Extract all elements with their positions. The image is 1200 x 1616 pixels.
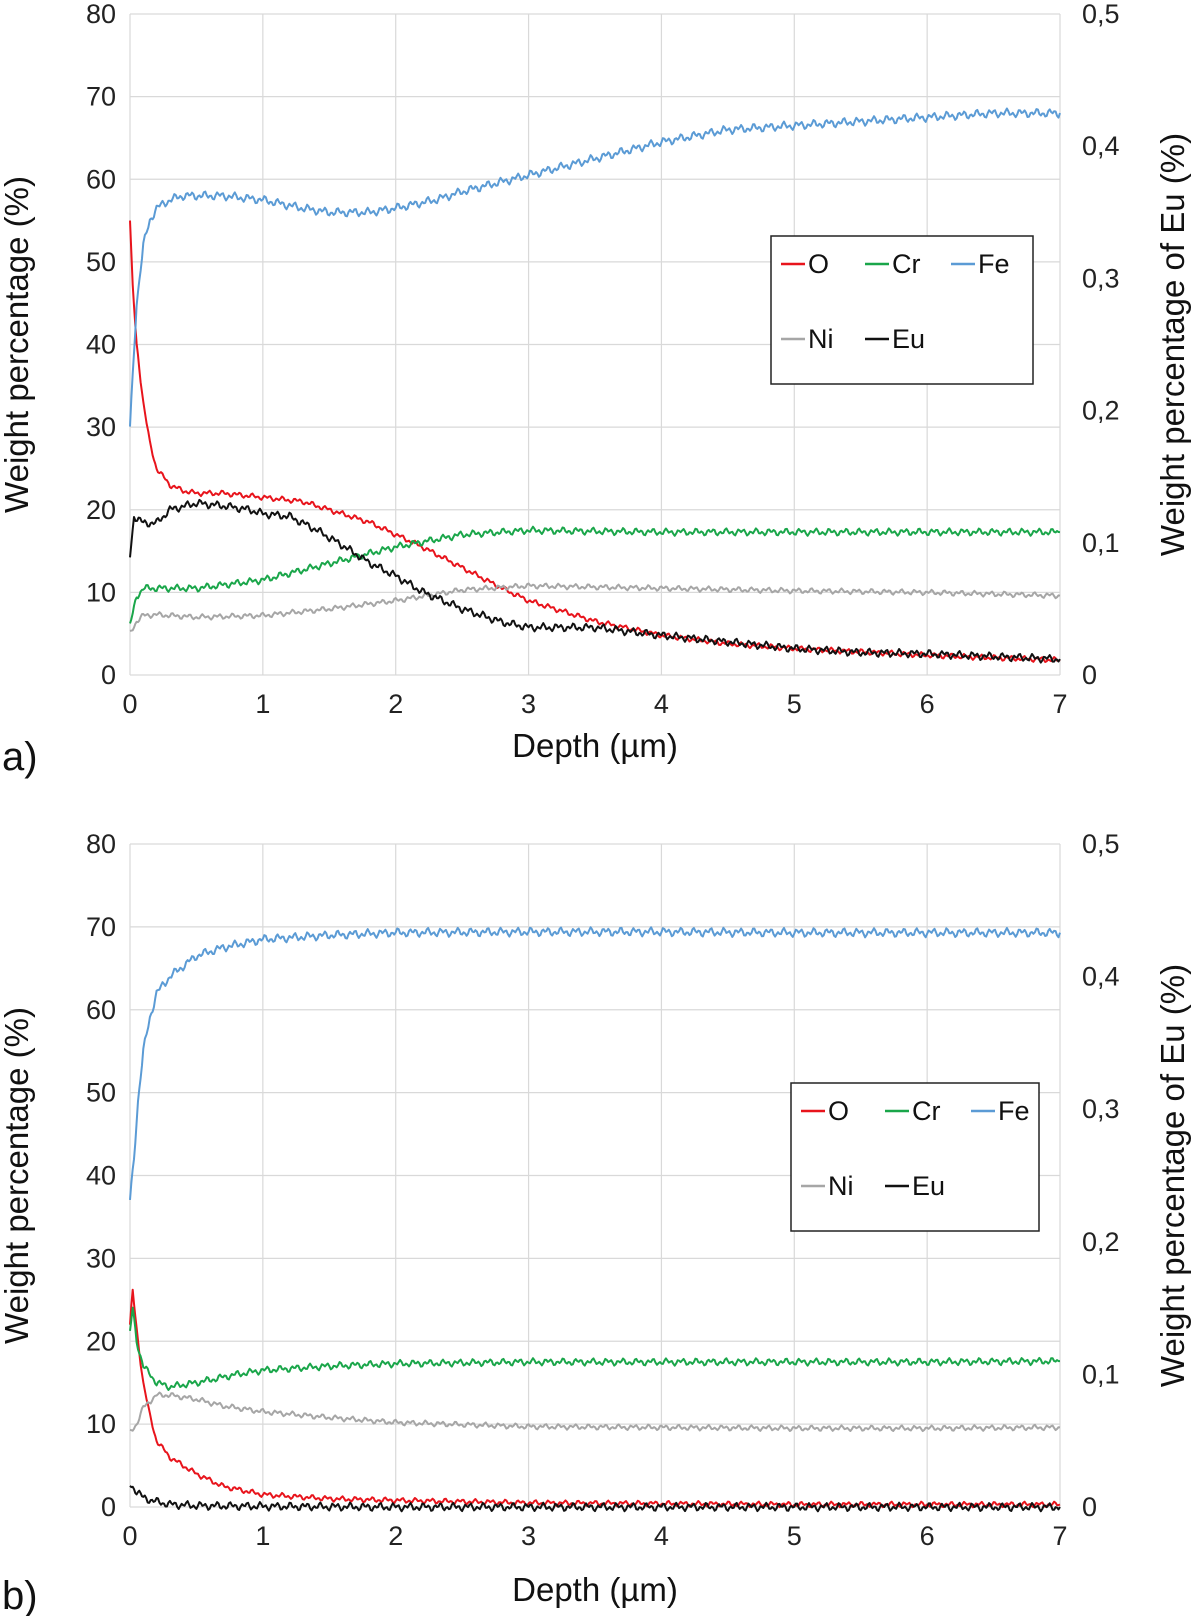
y-tick-label: 50 <box>86 247 116 277</box>
x-tick-label: 0 <box>122 1521 137 1551</box>
x-tick-label: 1 <box>255 689 270 719</box>
legend-label-o: O <box>828 1096 849 1126</box>
legend-box <box>770 235 1034 385</box>
series-line-eu <box>129 498 1061 664</box>
series-line-ni <box>129 1391 1061 1433</box>
y-axis-title: Weight percentage (%) <box>0 1007 35 1344</box>
y-tick-label: 20 <box>86 495 116 525</box>
series-line-eu <box>129 1485 1061 1513</box>
series-line-o <box>129 1288 1061 1509</box>
y-tick-label: 0 <box>101 660 116 690</box>
x-axis-title: Depth (µm) <box>512 1571 678 1608</box>
y2-tick-label: 0,4 <box>1082 131 1120 161</box>
y-tick-label: 80 <box>86 0 116 29</box>
x-tick-label: 3 <box>521 1521 536 1551</box>
y2-tick-label: 0,5 <box>1082 829 1120 859</box>
y-tick-label: 80 <box>86 829 116 859</box>
y-tick-label: 60 <box>86 164 116 194</box>
legend-label-eu: Eu <box>912 1171 945 1201</box>
y-tick-label: 70 <box>86 82 116 112</box>
y-tick-label: 70 <box>86 912 116 942</box>
legend: O Cr Fe Ni Eu <box>790 1082 1040 1232</box>
x-tick-label: 6 <box>920 689 935 719</box>
legend-label-fe: Fe <box>978 249 1010 279</box>
series-line-fe <box>129 926 1061 1200</box>
y2-tick-label: 0,1 <box>1082 1359 1120 1389</box>
x-axis-title: Depth (µm) <box>512 727 678 764</box>
x-tick-label: 1 <box>255 1521 270 1551</box>
y2-tick-label: 0,4 <box>1082 962 1120 992</box>
legend-label-cr: Cr <box>892 249 921 279</box>
y-tick-label: 40 <box>86 330 116 360</box>
y-tick-label: 10 <box>86 1409 116 1439</box>
x-tick-label: 5 <box>787 1521 802 1551</box>
panel-label: a) <box>2 735 38 779</box>
x-tick-label: 4 <box>654 1521 669 1551</box>
y2-tick-label: 0,3 <box>1082 1094 1120 1124</box>
legend-box <box>790 1082 1040 1232</box>
x-tick-label: 4 <box>654 689 669 719</box>
x-tick-label: 6 <box>920 1521 935 1551</box>
legend-label-ni: Ni <box>808 324 834 354</box>
series-line-cr <box>129 1306 1060 1391</box>
series-line-ni <box>129 582 1061 632</box>
panel-label: b) <box>2 1574 38 1616</box>
y2-tick-label: 0,5 <box>1082 0 1120 29</box>
y-tick-label: 60 <box>86 995 116 1025</box>
series-line-cr <box>129 525 1061 624</box>
y-axis-title: Weight percentage (%) <box>0 176 35 513</box>
y2-tick-label: 0,2 <box>1082 396 1120 426</box>
y-tick-label: 30 <box>86 1243 116 1273</box>
y-tick-label: 50 <box>86 1078 116 1108</box>
y-tick-label: 30 <box>86 412 116 442</box>
x-tick-label: 7 <box>1052 1521 1067 1551</box>
y-tick-label: 0 <box>101 1492 116 1522</box>
legend-label-ni: Ni <box>828 1171 854 1201</box>
y-tick-label: 40 <box>86 1161 116 1191</box>
legend-label-cr: Cr <box>912 1096 941 1126</box>
chart-b: 0 10 20 30 40 50 60 70 80 0 0,1 0,2 0,3 0,4 0,5 0 1 2 3 4 5 6… <box>0 829 1191 1616</box>
legend-label-fe: Fe <box>998 1096 1030 1126</box>
legend-label-eu: Eu <box>892 324 925 354</box>
x-tick-label: 7 <box>1052 689 1067 719</box>
legend-label-o: O <box>808 249 829 279</box>
x-tick-label: 3 <box>521 689 536 719</box>
y2-tick-label: 0,2 <box>1082 1227 1120 1257</box>
y-tick-label: 10 <box>86 577 116 607</box>
y2-tick-label: 0 <box>1082 1492 1097 1522</box>
y2-axis-title: Weight percentage of Eu (%) <box>1154 964 1191 1387</box>
y2-tick-label: 0,3 <box>1082 263 1120 293</box>
y-tick-label: 20 <box>86 1326 116 1356</box>
y2-tick-label: 0,1 <box>1082 528 1120 558</box>
x-tick-label: 2 <box>388 1521 403 1551</box>
x-tick-label: 5 <box>787 689 802 719</box>
x-tick-label: 2 <box>388 689 403 719</box>
legend: O Cr Fe Ni Eu <box>770 235 1034 385</box>
chart-a: 0 10 20 30 40 50 60 70 80 0 0,1 0,2 0,3 0,4 0,5 0 1 2 3 4 5 6… <box>0 0 1191 779</box>
y2-tick-label: 0 <box>1082 660 1097 690</box>
x-tick-label: 0 <box>122 689 137 719</box>
y2-axis-title: Weight percentage of Eu (%) <box>1154 133 1191 556</box>
series-line-fe <box>129 107 1061 427</box>
